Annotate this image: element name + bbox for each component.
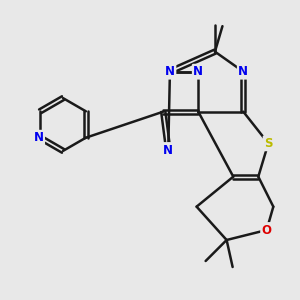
Text: N: N: [165, 65, 175, 78]
Text: N: N: [163, 143, 173, 157]
Text: O: O: [262, 224, 272, 236]
Text: S: S: [264, 137, 273, 150]
Text: N: N: [34, 131, 44, 144]
Text: N: N: [193, 65, 203, 78]
Text: N: N: [238, 65, 248, 78]
